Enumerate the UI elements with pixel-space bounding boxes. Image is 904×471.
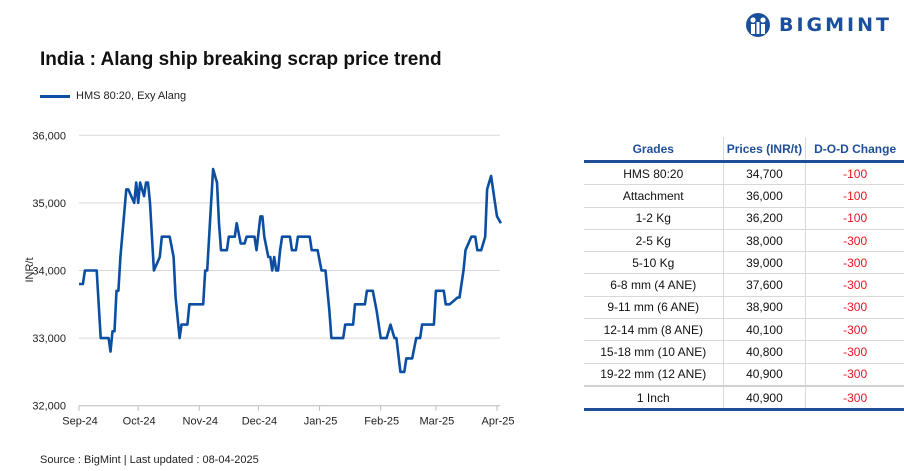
header-grades: Grades bbox=[584, 137, 724, 163]
x-tick-label: Nov-24 bbox=[183, 416, 218, 428]
series-line-hms-80-20 bbox=[79, 167, 503, 374]
bigmint-logo-icon bbox=[746, 13, 770, 37]
x-tick-label: Oct-24 bbox=[123, 416, 156, 428]
table-row: 2-5 Kg 38,000 -300 bbox=[584, 229, 904, 253]
cell-change: -300 bbox=[805, 363, 904, 387]
legend: HMS 80:20, Exy Alang bbox=[40, 90, 186, 102]
cell-change: -300 bbox=[805, 384, 904, 412]
cell-change: -300 bbox=[805, 251, 904, 275]
cell-grade: 15-18 mm (10 ANE) bbox=[584, 340, 724, 364]
y-tick-label: 34,000 bbox=[32, 266, 66, 278]
cell-change: -300 bbox=[805, 340, 904, 364]
cell-change: -300 bbox=[805, 296, 904, 320]
cell-price: 38,900 bbox=[722, 296, 806, 320]
cell-price: 40,100 bbox=[722, 318, 806, 342]
line-chart: 32,000 33,000 34,000 35,000 36,000 Sep-24 Oct… bbox=[24, 130, 515, 428]
table-row: 12-14 mm (8 ANE) 40,100 -300 bbox=[584, 318, 904, 342]
legend-label: HMS 80:20, Exy Alang bbox=[76, 90, 187, 102]
bigmint-logo: BIGMINT bbox=[745, 12, 892, 38]
cell-change: -100 bbox=[805, 184, 904, 208]
cell-grade: 2-5 Kg bbox=[584, 229, 724, 253]
cell-price: 38,000 bbox=[722, 229, 806, 253]
source-footer: Source : BigMint | Last updated : 08-04-… bbox=[40, 454, 259, 466]
cell-grade: 12-14 mm (8 ANE) bbox=[584, 318, 724, 342]
table-row: Attachment 36,000 -100 bbox=[584, 184, 904, 208]
cell-price: 40,800 bbox=[722, 340, 806, 364]
bigmint-logo-text: BIGMINT bbox=[779, 14, 892, 36]
cell-grade: 6-8 mm (4 ANE) bbox=[584, 273, 724, 297]
cell-grade: 19-22 mm (12 ANE) bbox=[584, 363, 724, 387]
cell-price: 40,900 bbox=[722, 363, 806, 387]
x-tick-label: Mar-25 bbox=[419, 416, 454, 428]
cell-price: 36,200 bbox=[722, 207, 806, 230]
x-tick-label: Apr-25 bbox=[481, 416, 514, 428]
cell-grade: 1 Inch bbox=[584, 384, 724, 412]
cell-price: 37,600 bbox=[722, 273, 806, 297]
table-row: 15-18 mm (10 ANE) 40,800 -300 bbox=[584, 340, 904, 364]
table-row: 1-2 Kg 36,200 -100 bbox=[584, 207, 904, 230]
table-row: 19-22 mm (12 ANE) 40,900 -300 bbox=[584, 363, 904, 387]
cell-change: -300 bbox=[805, 318, 904, 342]
cell-price: 34,700 bbox=[722, 161, 806, 186]
y-tick-label: 36,000 bbox=[32, 130, 66, 142]
table-row: 6-8 mm (4 ANE) 37,600 -300 bbox=[584, 273, 904, 297]
legend-swatch bbox=[40, 94, 70, 98]
price-table: Grades Prices (INR/t) D-O-D Change HMS 8… bbox=[584, 137, 904, 412]
cell-change: -100 bbox=[805, 207, 904, 230]
cell-change: -100 bbox=[805, 161, 904, 186]
y-axis-label: INR/t bbox=[24, 257, 36, 282]
x-tick-label: Jan-25 bbox=[304, 416, 338, 428]
cell-price: 36,000 bbox=[722, 184, 806, 208]
cell-grade: HMS 80:20 bbox=[584, 161, 724, 186]
header-change: D-O-D Change bbox=[805, 137, 904, 163]
x-tick-label: Sep-24 bbox=[62, 416, 97, 428]
cell-grade: 5-10 Kg bbox=[584, 251, 724, 275]
cell-change: -300 bbox=[805, 229, 904, 253]
x-tick-label: Feb-25 bbox=[364, 416, 399, 428]
table-row: HMS 80:20 34,700 -100 bbox=[584, 161, 904, 186]
table-row: 9-11 mm (6 ANE) 38,900 -300 bbox=[584, 296, 904, 320]
table-row: 5-10 Kg 39,000 -300 bbox=[584, 251, 904, 275]
y-tick-label: 35,000 bbox=[32, 198, 66, 210]
y-tick-label: 32,000 bbox=[32, 401, 66, 413]
cell-grade: 1-2 Kg bbox=[584, 207, 724, 230]
x-tick-label: Dec-24 bbox=[242, 416, 277, 428]
cell-price: 39,000 bbox=[722, 251, 806, 275]
table-row: 1 Inch 40,900 -300 bbox=[584, 384, 904, 412]
y-tick-label: 33,000 bbox=[32, 333, 66, 345]
cell-change: -300 bbox=[805, 273, 904, 297]
header-prices: Prices (INR/t) bbox=[722, 137, 806, 163]
cell-price: 40,900 bbox=[722, 384, 806, 412]
cell-grade: Attachment bbox=[584, 184, 724, 208]
chart-title: India : Alang ship breaking scrap price … bbox=[40, 49, 442, 70]
table-header-row: Grades Prices (INR/t) D-O-D Change bbox=[584, 137, 904, 163]
cell-grade: 9-11 mm (6 ANE) bbox=[584, 296, 724, 320]
